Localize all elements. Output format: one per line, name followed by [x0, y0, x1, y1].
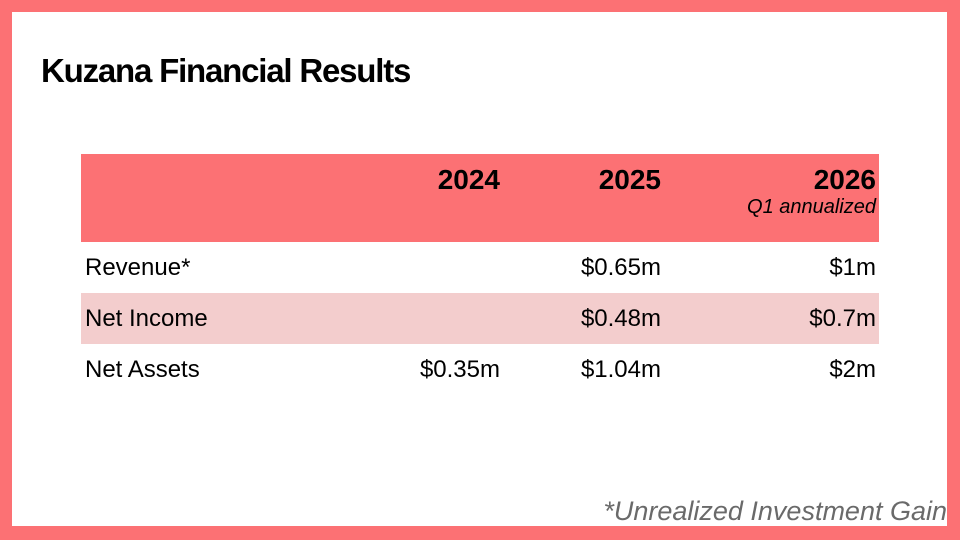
slide-canvas: Kuzana Financial Results 2024 2025 2026 … [12, 12, 947, 526]
row-label-net-income: Net Income [81, 293, 331, 344]
table-row-revenue: Revenue* $0.65m $1m [81, 242, 879, 293]
cell-net-income-2024 [331, 293, 500, 344]
cell-revenue-2025: $0.65m [580, 253, 661, 281]
col-subheader-q1-annualized: Q1 annualized [747, 196, 876, 219]
table-header-row: 2024 2025 2026 Q1 annualized [81, 154, 879, 242]
footnote-unrealized-investment-gain: *Unrealized Investment Gain [603, 495, 947, 526]
col-header-2024: 2024 [331, 154, 500, 242]
page-title: Kuzana Financial Results [41, 52, 411, 89]
cell-net-assets-2026: $2m [829, 355, 876, 383]
row-label-revenue: Revenue* [85, 253, 191, 281]
table-row-net-income: Net Income $0.48m $0.7m [81, 293, 879, 344]
cell-revenue-2024 [331, 242, 500, 293]
col-header-2025: 2025 [500, 154, 661, 242]
cell-net-assets-2025: $1.04m [580, 355, 661, 383]
financial-results-table: 2024 2025 2026 Q1 annualized Revenue* $0… [81, 154, 879, 395]
cell-net-assets-2024: $0.35m [419, 355, 500, 383]
row-label-net-assets: Net Assets [85, 355, 200, 383]
col-header-2026: 2026 Q1 annualized [661, 154, 879, 242]
table-row-net-assets: Net Assets $0.35m $1.04m $2m [81, 344, 879, 395]
col-header-2025-label: 2025 [598, 164, 661, 195]
cell-revenue-2026: $1m [829, 253, 876, 281]
col-header-empty [81, 154, 331, 242]
col-header-2026-label: 2026 [813, 164, 876, 195]
cell-net-income-2025: $0.48m [500, 293, 661, 344]
col-header-2024-label: 2024 [437, 164, 500, 195]
cell-net-income-2026: $0.7m [661, 293, 879, 344]
